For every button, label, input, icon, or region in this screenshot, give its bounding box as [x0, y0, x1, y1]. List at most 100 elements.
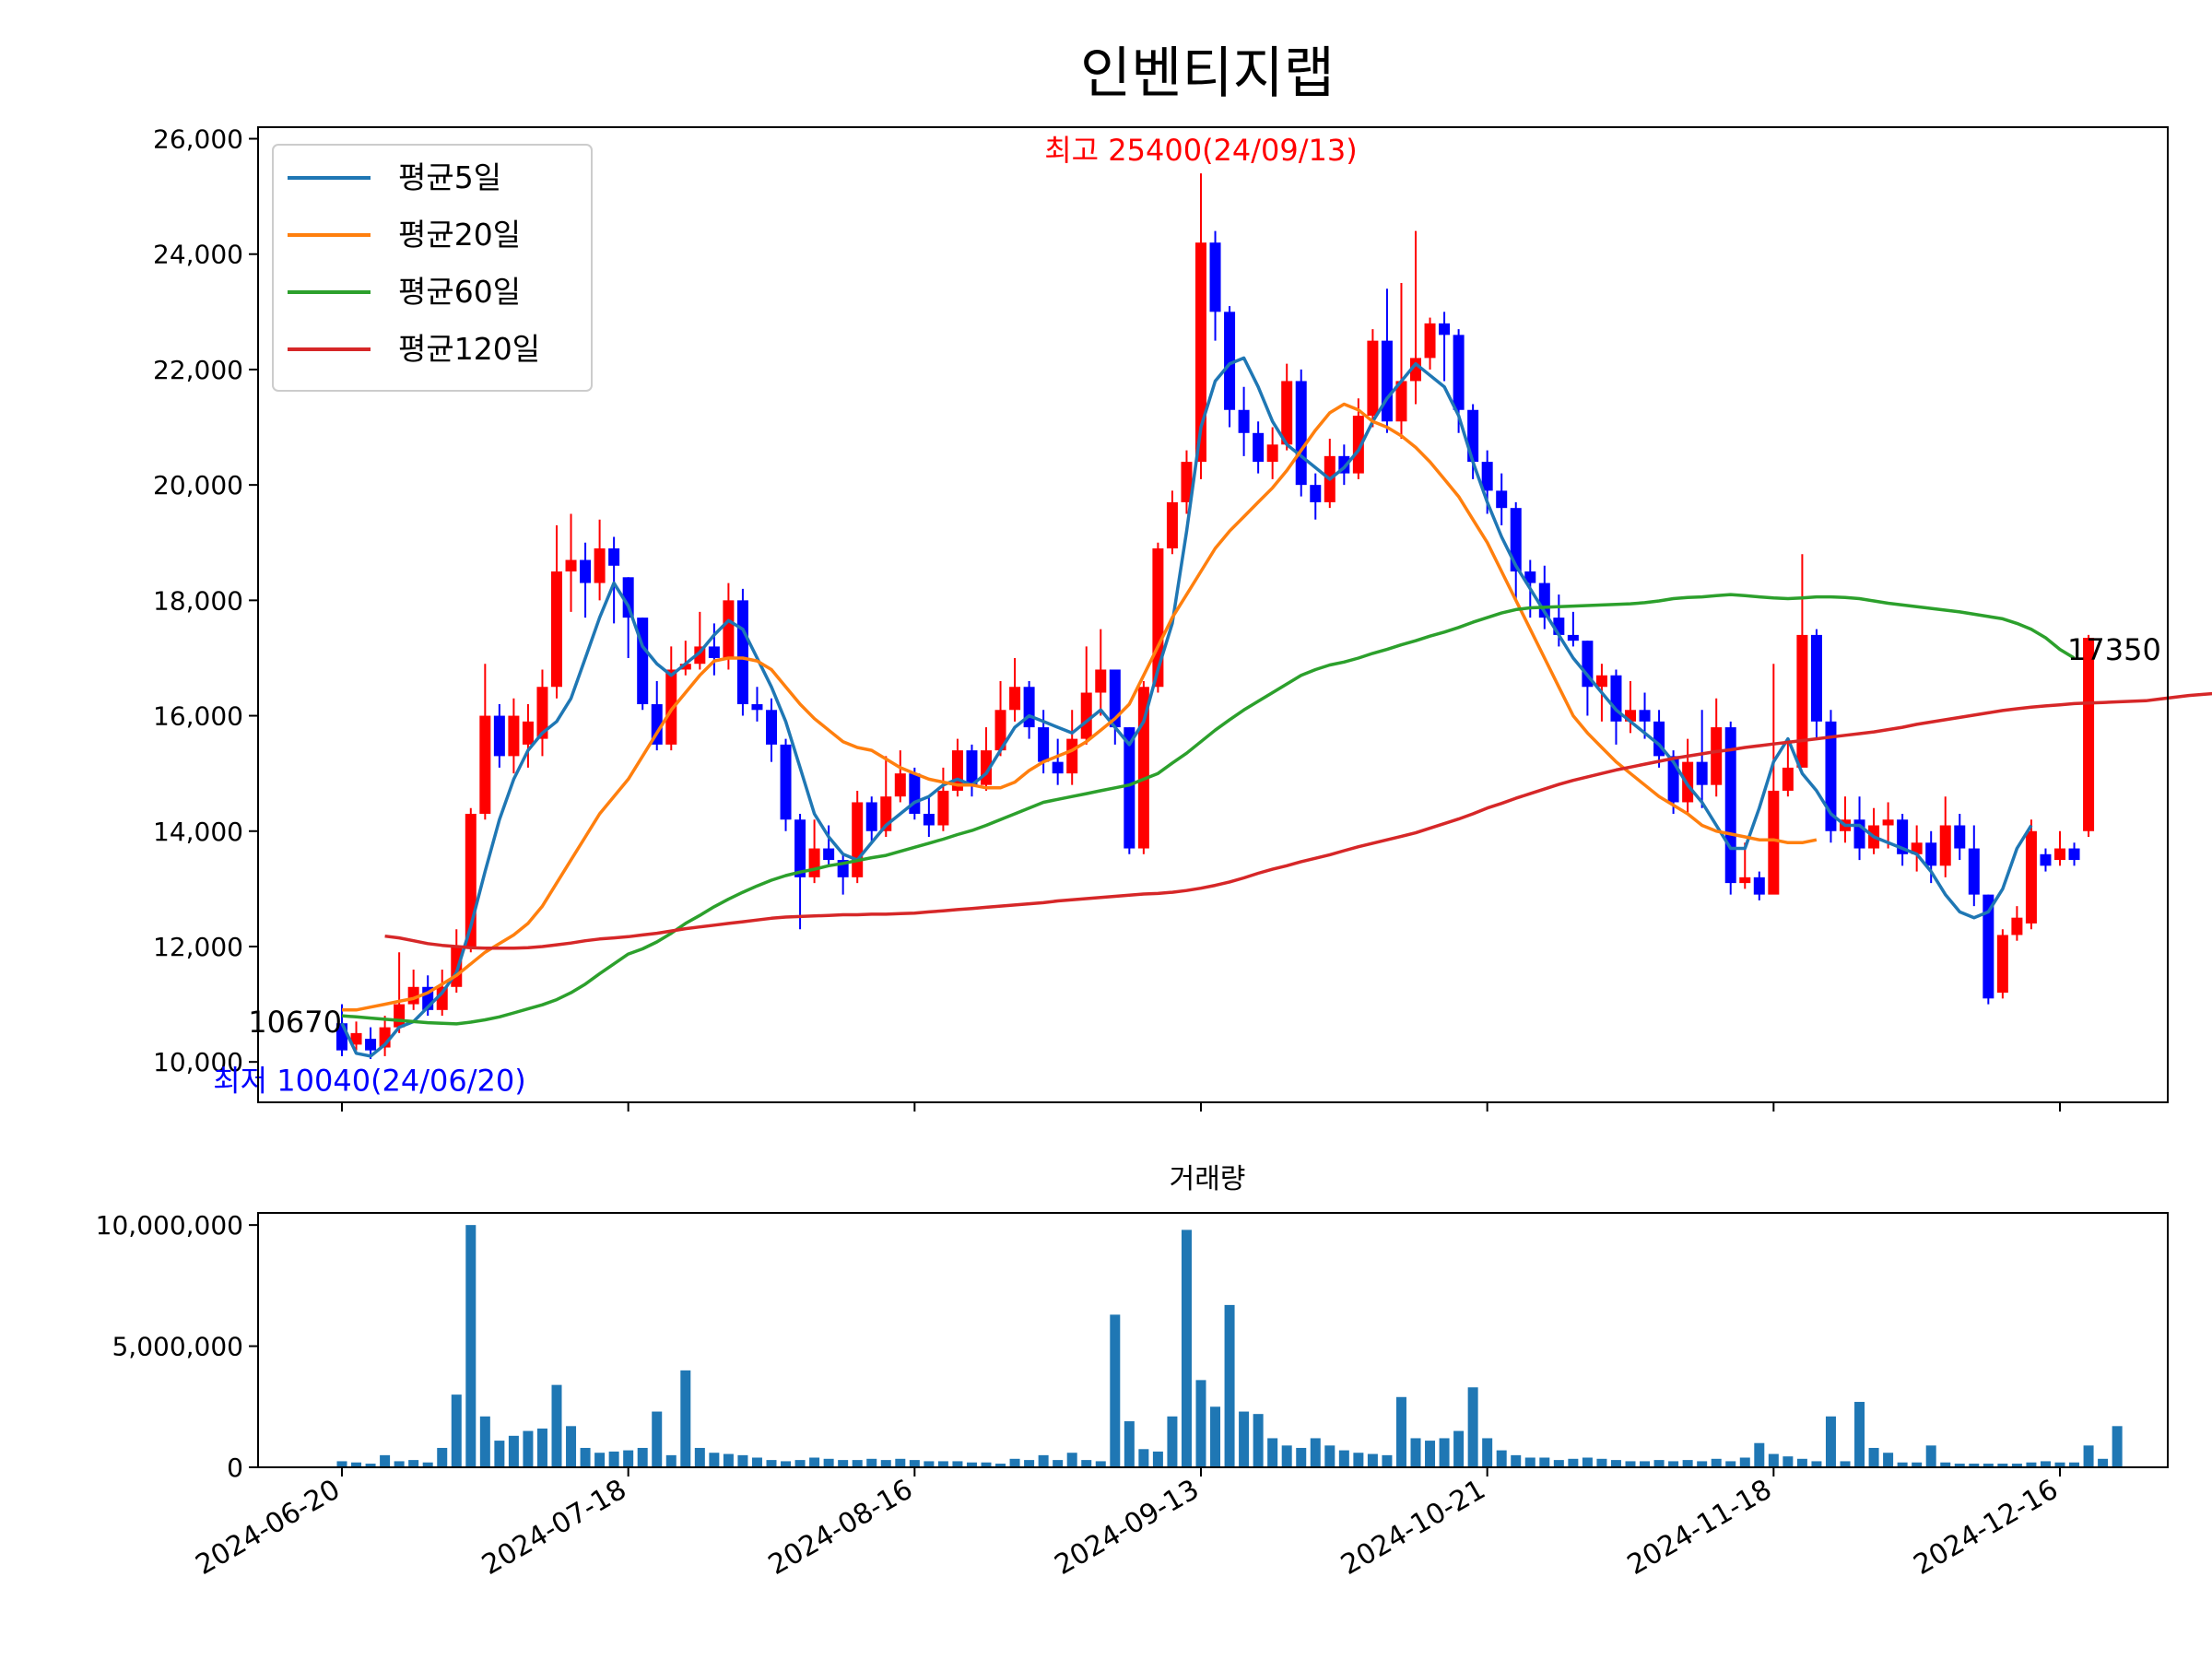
volume-bar [1640, 1461, 1651, 1467]
volume-bar [694, 1447, 705, 1467]
candle [1410, 230, 1421, 405]
volume-bar [995, 1464, 1006, 1467]
volume-bar [1410, 1438, 1421, 1467]
candle [708, 623, 720, 676]
candle-body [865, 802, 877, 831]
candle-body [1181, 462, 1193, 502]
candle [1968, 825, 1980, 907]
candle [823, 825, 835, 866]
candle [1367, 329, 1379, 428]
volume-bar [737, 1454, 748, 1467]
volume-bar [794, 1460, 806, 1467]
candle [608, 536, 620, 624]
candle-body [622, 577, 634, 618]
volume-bar [680, 1370, 691, 1467]
candle-body [1768, 790, 1780, 895]
volume-bar [1395, 1396, 1406, 1467]
volume-bar [2112, 1426, 2123, 1467]
candle-body [1095, 669, 1107, 693]
volume-bar [652, 1411, 663, 1467]
candle-body [780, 744, 792, 820]
volume-bar [880, 1460, 891, 1467]
price-y-tick-label: 20,000 [153, 470, 243, 500]
volume-bar [2083, 1445, 2094, 1467]
candle-body [1739, 877, 1751, 884]
moving-average-line [384, 691, 2212, 950]
candle [1238, 386, 1250, 456]
candle-body [1696, 761, 1708, 785]
volume-bar [1281, 1445, 1292, 1467]
candle [894, 750, 906, 803]
volume-bar [1668, 1461, 1679, 1467]
volume-bar [981, 1462, 992, 1467]
candle-body [665, 669, 677, 745]
price-annotation: 최고 25400(24/09/13) [1044, 133, 1358, 168]
candle [1796, 554, 1808, 768]
volume-bar [1883, 1453, 1894, 1467]
candle [1281, 363, 1293, 451]
moving-average-line [341, 593, 2076, 1026]
candle [736, 588, 748, 716]
volume-bar [723, 1453, 734, 1467]
volume-bar [1382, 1454, 1393, 1467]
candle-body [522, 721, 534, 745]
volume-bar [1367, 1453, 1378, 1467]
candle [479, 664, 491, 820]
volume-bar [2054, 1462, 2065, 1467]
volume-bar [1811, 1461, 1822, 1467]
candle [1395, 283, 1407, 440]
volume-y-tick-label: 10,000,000 [96, 1210, 243, 1241]
candle [966, 744, 978, 797]
candle-body [723, 600, 735, 658]
candle [1810, 629, 1822, 739]
candle-body [1897, 819, 1909, 854]
candle-body [2025, 830, 2037, 924]
candle-body [1524, 571, 1536, 583]
volume-bar [1152, 1451, 1163, 1467]
volume-bar [1725, 1461, 1736, 1467]
volume-bar [1868, 1447, 1879, 1467]
candle-body [1968, 848, 1980, 895]
volume-bar [2069, 1462, 2080, 1467]
volume-bar [2098, 1458, 2109, 1467]
candle-body [1166, 501, 1178, 549]
volume-bar [394, 1461, 405, 1467]
volume-bar [1038, 1454, 1049, 1467]
candle [1996, 929, 2008, 999]
candle [1266, 427, 1278, 479]
volume-bar [2026, 1462, 2037, 1467]
candle [493, 704, 505, 768]
candle-body [1996, 935, 2008, 994]
candle [522, 704, 534, 768]
volume-bar [1053, 1460, 1064, 1467]
volume-bar [1324, 1445, 1335, 1467]
candle [1768, 664, 1780, 895]
volume-bar [1496, 1450, 1507, 1467]
candle-body [1810, 634, 1822, 722]
moving-average-line [342, 402, 1818, 1012]
volume-bar [351, 1462, 362, 1467]
candle-body [1410, 358, 1421, 382]
candle [622, 577, 634, 658]
legend-label: 평균120일 [398, 331, 540, 367]
candle-body [1595, 675, 1607, 688]
candle [350, 1021, 362, 1051]
candle-body [1453, 335, 1465, 410]
volume-bar [1524, 1457, 1535, 1467]
volume-bar [536, 1428, 547, 1467]
volume-bar [1181, 1230, 1192, 1467]
volume-bar [1267, 1438, 1278, 1467]
candle-body [580, 559, 592, 583]
candle-body [1253, 432, 1265, 463]
candle [1209, 230, 1221, 341]
candle-body [1266, 444, 1278, 463]
volume-bar [866, 1458, 877, 1467]
volume-chart-title: 거래량 [1170, 1163, 1246, 1195]
candle-body [479, 715, 491, 814]
price-annotation: 최저 10040(24/06/20) [213, 1064, 526, 1099]
candle-body [1295, 381, 1307, 486]
price-y-tick-label: 18,000 [153, 585, 243, 616]
candle [1224, 306, 1236, 428]
volume-bar [1482, 1438, 1493, 1467]
candle [1424, 317, 1436, 370]
